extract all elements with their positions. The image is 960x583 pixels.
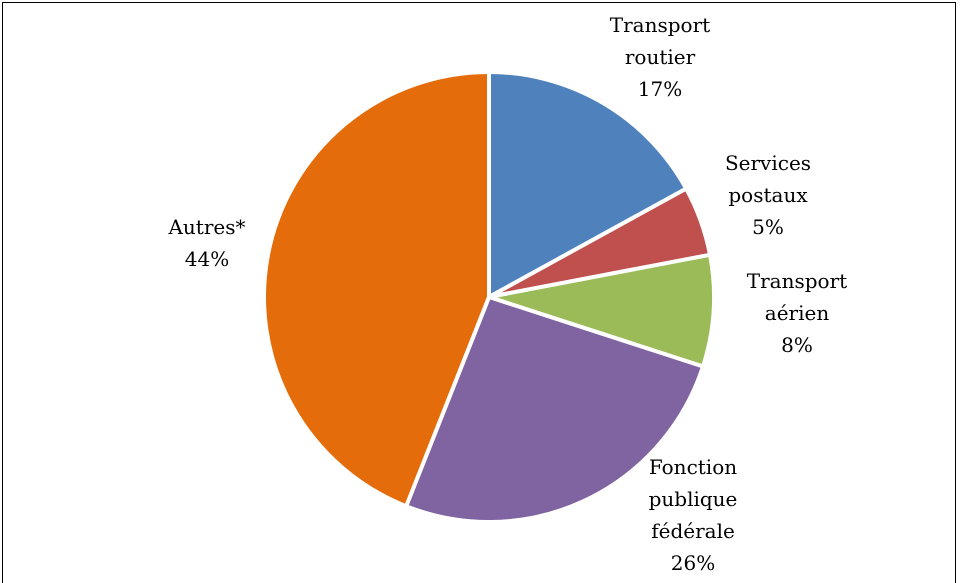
slice-label: Services postaux 5%	[718, 147, 818, 243]
category-label: Fonction publique fédérale	[648, 455, 738, 543]
pie-slice	[487, 69, 689, 301]
value-label: 17%	[637, 77, 683, 101]
slice-label: Autres* 44%	[152, 211, 262, 275]
pie-slice	[262, 69, 491, 509]
slice-label: Transport routier 17%	[605, 9, 715, 105]
value-label: 26%	[670, 551, 716, 575]
category-label: Transport aérien	[746, 269, 848, 325]
value-label: 44%	[184, 247, 230, 271]
category-label: Autres*	[168, 215, 246, 239]
slice-label: Fonction publique fédérale 26%	[643, 451, 743, 579]
value-label: 5%	[752, 215, 784, 239]
pie-slice	[403, 294, 706, 524]
category-label: Services postaux	[724, 151, 812, 207]
value-label: 8%	[781, 333, 813, 357]
slice-label: Transport aérien 8%	[742, 265, 852, 361]
category-label: Transport routier	[609, 13, 711, 69]
pie-slice	[488, 252, 716, 370]
